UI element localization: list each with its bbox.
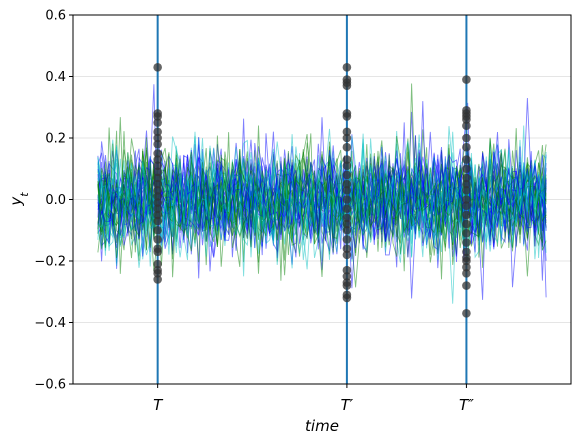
sample-point: [462, 179, 471, 189]
sample-point: [342, 185, 352, 195]
sample-point: [462, 142, 471, 152]
sample-point: [153, 185, 162, 195]
sample-point: [462, 219, 471, 229]
x-tick-label: T: [153, 396, 164, 414]
sample-point: [342, 281, 352, 290]
sample-point: [462, 201, 471, 210]
series-line: [97, 135, 547, 265]
sample-point: [342, 133, 352, 143]
sample-point: [342, 244, 352, 253]
sample-point: [153, 161, 162, 170]
sample-point: [342, 225, 352, 235]
sample-point: [462, 75, 471, 84]
series-line: [97, 97, 547, 269]
sample-point: [342, 213, 352, 223]
sample-point: [462, 281, 471, 290]
sample-point: [342, 112, 352, 121]
sample-point: [462, 133, 471, 143]
sample-point: [153, 173, 162, 183]
sample-point: [462, 164, 471, 174]
sample-point: [342, 195, 352, 204]
sample-point: [153, 198, 162, 207]
sample-point: [462, 115, 471, 124]
series-line: [97, 136, 547, 253]
sample-point: [462, 262, 471, 272]
sample-point: [342, 293, 352, 303]
sample-point: [153, 149, 162, 158]
sample-point: [342, 142, 352, 152]
sample-point: [462, 185, 471, 195]
sample-point: [153, 216, 162, 226]
sample-point: [153, 133, 162, 143]
sample-point: [153, 62, 162, 72]
sample-point: [462, 238, 471, 247]
sample-point: [342, 179, 352, 189]
sample-point: [153, 235, 162, 244]
sample-point: [153, 225, 162, 235]
sample-point: [153, 275, 162, 284]
sample-point: [153, 204, 162, 214]
series-line: [97, 138, 547, 267]
sample-point: [153, 112, 162, 121]
y-tick-label: 0.4: [45, 70, 66, 85]
sample-point: [153, 247, 162, 257]
sample-point: [342, 62, 352, 72]
sample-point: [462, 173, 471, 183]
sample-point: [153, 210, 162, 220]
sample-point: [342, 127, 352, 137]
sample-point: [153, 192, 162, 201]
series-line: [97, 143, 547, 257]
sample-point: [153, 269, 162, 278]
sample-point: [342, 81, 352, 91]
y-tick-label: −0.6: [34, 378, 66, 393]
sample-point: [153, 127, 162, 137]
sample-point: [342, 250, 352, 260]
y-tick-label: 0.6: [45, 9, 66, 24]
sample-point: [462, 195, 471, 204]
sample-point: [462, 308, 471, 318]
y-tick-label: −0.2: [34, 255, 66, 270]
sample-point: [342, 272, 352, 281]
sampled-points: [153, 62, 471, 318]
x-axis-label: time: [305, 417, 339, 435]
y-axis-label: yt: [7, 192, 31, 207]
sample-point: [153, 118, 162, 127]
series-line: [97, 149, 547, 263]
sample-point: [153, 139, 162, 149]
series-line: [97, 83, 547, 245]
sample-point: [342, 161, 352, 170]
sample-point: [462, 247, 471, 257]
y-axis-ticks: −0.6 −0.4 −0.2 0.0 0.2 0.4 0.6: [34, 9, 73, 393]
sample-point: [342, 204, 352, 214]
y-tick-label: 0.0: [45, 193, 66, 208]
sample-point: [462, 269, 471, 278]
sample-point: [342, 235, 352, 244]
series-line: [97, 135, 547, 260]
x-tick-label: T″: [459, 396, 474, 414]
sample-point: [153, 259, 162, 269]
y-tick-label: 0.2: [45, 132, 66, 147]
x-tick-label: T′: [341, 396, 354, 414]
sample-point: [153, 167, 162, 177]
sample-point: [462, 229, 471, 238]
sample-point: [462, 155, 471, 164]
sample-point: [342, 219, 352, 229]
series-lines: [97, 83, 547, 304]
sample-point: [342, 265, 352, 275]
sample-point: [462, 210, 471, 220]
sample-point: [153, 155, 162, 164]
x-axis-ticks: T T′ T″: [153, 384, 474, 414]
sample-point: [462, 256, 471, 266]
sample-point: [342, 155, 352, 164]
y-tick-label: −0.4: [34, 316, 66, 331]
sample-point: [462, 121, 471, 130]
sample-point: [153, 179, 162, 189]
sample-point: [342, 170, 352, 180]
